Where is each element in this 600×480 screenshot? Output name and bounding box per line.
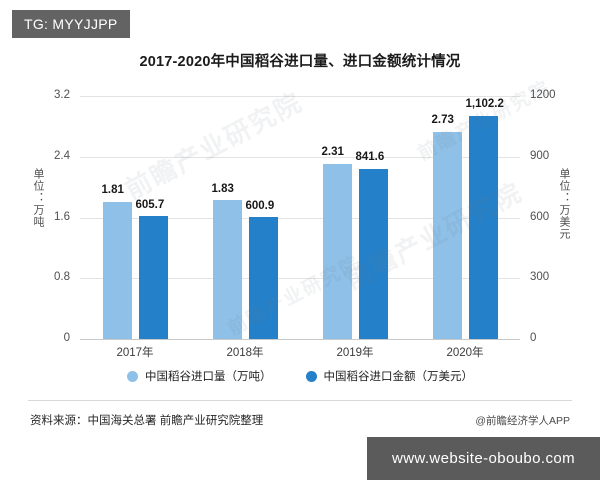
chart-legend: 中国稻谷进口量（万吨） 中国稻谷进口金额（万美元）: [0, 368, 600, 384]
right-axis-tick: 600: [530, 210, 550, 223]
bar-value-label-volume: 1.83: [211, 182, 234, 195]
footer-divider: [28, 400, 572, 401]
bar-value-label-volume: 2.31: [321, 146, 344, 159]
left-axis-unit-label: 单位：万吨: [32, 168, 44, 228]
bar-value-label-amount: 605.7: [135, 198, 165, 211]
axis-baseline: [80, 339, 520, 340]
right-axis-tick: 900: [530, 149, 550, 162]
bar-volume[interactable]: [102, 201, 132, 339]
chart-card: 2017-2020年中国稻谷进口量、进口金额统计情况 单位：万吨 单位：万美元 …: [0, 38, 600, 438]
tag-badge: TG: MYYJJPP: [12, 10, 130, 39]
bar-group: 1.81 605.7: [101, 96, 168, 339]
bar-group: 1.83 600.9: [211, 96, 278, 339]
bar-group: 2.73 1,102.2: [431, 96, 504, 339]
chart-title: 2017-2020年中国稻谷进口量、进口金额统计情况: [139, 54, 461, 70]
plot-area: 0 0.8 1.6 2.4 3.2 0 300 600 900 1200 1.81 605.7 1.…: [54, 77, 556, 359]
bar-value-label-amount: 841.6: [355, 151, 385, 164]
right-axis-tick: 1200: [530, 89, 556, 101]
bar-value-label-volume: 2.73: [431, 114, 454, 127]
legend-item[interactable]: 中国稻谷进口金额（万美元）: [305, 368, 474, 384]
legend-marker-icon: [305, 370, 317, 382]
bar-value-label-amount: 1,102.2: [465, 98, 504, 111]
bar-value-label-amount: 600.9: [245, 199, 275, 212]
bar-amount[interactable]: [138, 216, 168, 339]
bar-amount[interactable]: [468, 115, 498, 339]
left-axis-tick: 0: [63, 332, 70, 344]
gridline: [80, 156, 520, 158]
x-axis-tick: 2020年: [446, 347, 484, 359]
app-attribution: @前瞻经济学人APP: [475, 415, 570, 427]
x-axis-tick: 2018年: [226, 347, 264, 359]
gridline: [80, 217, 520, 219]
bar-volume[interactable]: [212, 200, 242, 339]
right-axis-tick: 0: [530, 332, 537, 344]
gridline: [80, 278, 520, 280]
bar-amount[interactable]: [358, 168, 388, 339]
x-axis-tick: 2017年: [116, 347, 154, 359]
right-axis-unit-label: 单位：万美元: [558, 168, 570, 240]
bar-value-label-volume: 1.81: [101, 184, 124, 197]
legend-label: 中国稻谷进口量（万吨）: [145, 371, 272, 383]
left-axis-tick: 2.4: [54, 149, 70, 162]
bar-volume[interactable]: [432, 131, 462, 339]
right-axis-tick: 300: [530, 271, 550, 284]
bar-group: 2.31 841.6: [321, 96, 388, 339]
legend-marker-icon: [127, 370, 138, 382]
legend-label: 中国稻谷进口金额（万美元）: [323, 371, 474, 383]
bar-volume[interactable]: [322, 163, 352, 339]
bar-groups: 1.81 605.7 1.83 600.9 2.31 841.6 2.73 1,102.2: [80, 96, 520, 339]
source-note: 资料来源：中国海关总署 前瞻产业研究院整理: [30, 415, 264, 427]
site-watermark: www.website-oboubo.com: [367, 437, 600, 480]
gridline: [80, 96, 520, 97]
bar-amount[interactable]: [248, 217, 278, 339]
x-axis-tick: 2019年: [336, 347, 374, 359]
legend-item[interactable]: 中国稻谷进口量（万吨）: [127, 368, 272, 384]
left-axis-tick: 3.2: [54, 89, 70, 101]
left-axis-tick: 0.8: [54, 271, 70, 284]
left-axis-tick: 1.6: [54, 210, 70, 223]
